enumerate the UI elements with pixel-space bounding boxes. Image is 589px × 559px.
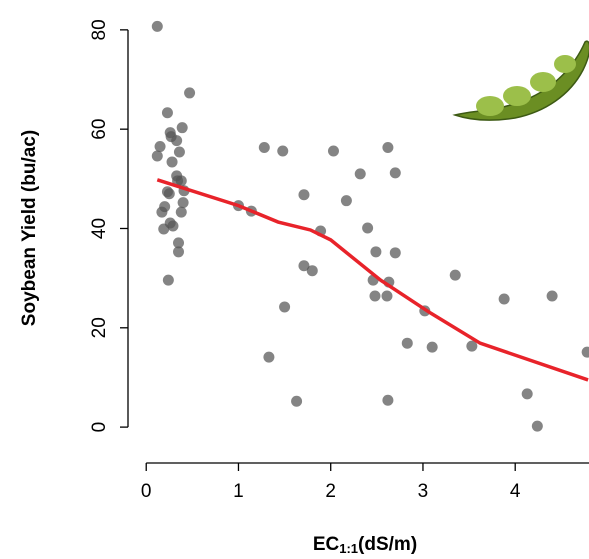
scatter-point (154, 141, 166, 153)
scatter-point (173, 246, 185, 258)
x-tick-label: 0 (141, 481, 152, 502)
scatter-point (175, 206, 187, 218)
y-axis-title: Soybean Yield (bu/ac) (19, 130, 40, 326)
y-tick-label: 40 (89, 218, 110, 239)
y-tick-label: 80 (89, 19, 110, 40)
scatter-point (298, 189, 310, 201)
scatter-point (362, 222, 374, 234)
scatter-point (162, 274, 174, 286)
scatter-point (177, 197, 189, 209)
scatter-point (298, 260, 310, 272)
scatter-point (159, 201, 171, 213)
scatter-point (173, 237, 185, 249)
scatter-point (389, 167, 401, 179)
scatter-point (381, 290, 393, 302)
scatter-point (151, 20, 163, 32)
scatter-point (382, 394, 394, 406)
scatter-point (171, 135, 183, 147)
scatter-point (173, 146, 185, 158)
scatter-point (167, 220, 179, 232)
x-title-sub: 1:1 (339, 541, 358, 556)
scatter-point (175, 175, 187, 187)
smooth-line (156, 178, 589, 382)
y-tick-label: 60 (89, 119, 110, 140)
scatter-point (389, 247, 401, 259)
scatter-point (258, 142, 270, 154)
scatter-point (449, 269, 461, 281)
x-title-main: EC (313, 534, 340, 555)
scatter-point (279, 301, 291, 313)
x-tick-label: 4 (510, 481, 521, 502)
scatter-point (369, 290, 381, 302)
scatter-point (184, 87, 196, 99)
scatter-point (521, 388, 533, 400)
scatter-point (263, 351, 275, 363)
scatter-point (176, 122, 188, 134)
scatter-point (370, 246, 382, 258)
scatter-point (166, 156, 178, 168)
y-tick-label: 20 (89, 317, 110, 338)
scatter-point (401, 337, 413, 349)
y-tick-label: 0 (89, 422, 110, 433)
scatter-point (382, 142, 394, 154)
x-tick-label: 3 (418, 481, 429, 502)
scatter-point (466, 340, 478, 352)
scatter-point (306, 265, 318, 277)
scatter-point (546, 290, 558, 302)
scatter-point (498, 293, 510, 305)
scatter-point (163, 188, 175, 200)
x-tick-label: 2 (325, 481, 336, 502)
scatter-point (340, 195, 352, 207)
scatter-point (327, 145, 339, 157)
x-title-unit: (dS/m) (358, 534, 417, 555)
x-tick-label: 1 (233, 481, 244, 502)
x-axis-title: EC1:1(dS/m) (313, 534, 417, 556)
scatter-point (531, 420, 543, 432)
scatter-point (581, 346, 589, 358)
scatter-point (151, 150, 163, 162)
scatter-point (277, 145, 289, 157)
pea-pod-icon (452, 40, 589, 121)
scatter-point (354, 168, 366, 180)
scatter-point (161, 107, 173, 119)
scatter-point (426, 341, 438, 353)
scatter-point (291, 395, 303, 407)
